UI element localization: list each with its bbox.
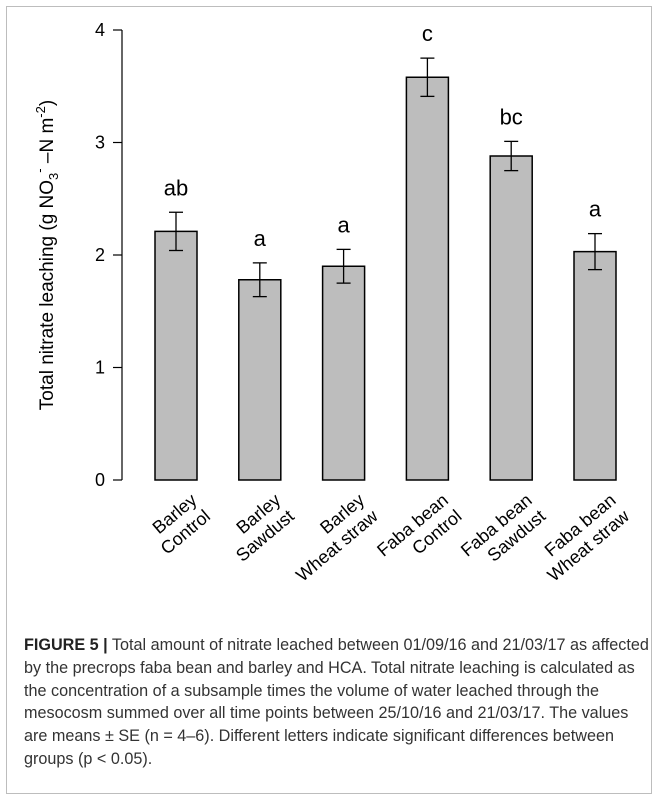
- y-title-superscript: -: [32, 168, 47, 172]
- x-tick-label: Faba beanControl: [373, 490, 465, 577]
- bar: [489, 155, 533, 481]
- significance-letter: a: [589, 197, 602, 222]
- x-tick-label: Faba beanWheat straw: [530, 489, 634, 585]
- bar: [405, 76, 450, 481]
- x-tick-label: BarleySawdust: [219, 490, 298, 566]
- y-title-middle: –N m: [37, 118, 58, 169]
- y-title-superscript-2: -2: [33, 106, 48, 118]
- significance-letter: a: [254, 226, 267, 251]
- y-title-prefix: Total nitrate leaching (g NO: [37, 180, 58, 410]
- caption-text: Total amount of nitrate leached between …: [24, 636, 649, 768]
- x-tick-label: Faba beanSawdust: [457, 490, 549, 577]
- y-tick-label: 3: [95, 133, 105, 153]
- caption-label: FIGURE 5 |: [24, 636, 108, 654]
- y-title-subscript: 3: [46, 173, 61, 180]
- figure-caption: FIGURE 5 | Total amount of nitrate leach…: [24, 634, 650, 771]
- significance-letter: c: [422, 21, 433, 46]
- bar: [573, 250, 617, 481]
- bar: [238, 279, 282, 481]
- x-tick-label: BarleyControl: [143, 490, 214, 559]
- figure-frame: [6, 6, 652, 794]
- y-tick-label: 1: [95, 358, 105, 378]
- significance-letter: ab: [164, 175, 188, 200]
- y-title-suffix: ): [37, 100, 58, 106]
- y-axis-title: Total nitrate leaching (g NO3- –N m-2): [32, 100, 61, 410]
- y-tick-label: 0: [95, 470, 105, 490]
- y-tick-label: 4: [95, 20, 105, 40]
- y-tick-label: 2: [95, 245, 105, 265]
- x-tick-label: BarleyWheat straw: [279, 489, 383, 585]
- bar: [154, 230, 198, 481]
- significance-letter: a: [337, 212, 350, 237]
- significance-letter: bc: [500, 104, 523, 129]
- bar: [321, 265, 366, 481]
